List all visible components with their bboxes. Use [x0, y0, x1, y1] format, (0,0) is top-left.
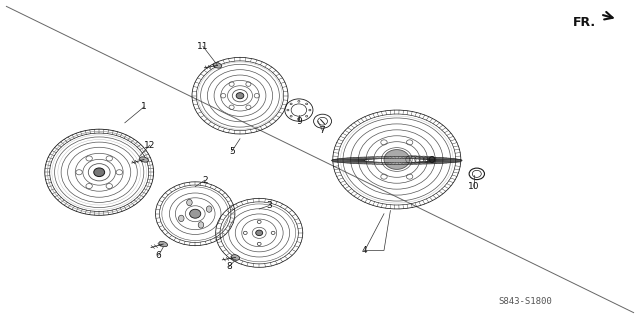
Ellipse shape — [198, 222, 204, 228]
Text: FR.: FR. — [573, 16, 596, 29]
Text: 11: 11 — [197, 42, 209, 51]
Ellipse shape — [384, 150, 410, 169]
Ellipse shape — [232, 255, 239, 260]
Ellipse shape — [140, 157, 148, 162]
Ellipse shape — [429, 157, 435, 162]
Text: S843-S1800: S843-S1800 — [498, 297, 552, 306]
Text: 4: 4 — [362, 246, 367, 255]
Ellipse shape — [94, 168, 105, 177]
Text: 6: 6 — [156, 251, 161, 260]
Ellipse shape — [159, 241, 168, 247]
Text: 3: 3 — [266, 201, 271, 210]
Text: 1: 1 — [141, 102, 147, 111]
Text: 10: 10 — [468, 182, 479, 191]
Text: 7: 7 — [320, 126, 325, 135]
Text: 9: 9 — [296, 117, 301, 126]
Ellipse shape — [189, 209, 201, 218]
Ellipse shape — [214, 63, 221, 68]
Ellipse shape — [256, 230, 262, 236]
Text: 2: 2 — [202, 176, 207, 185]
Text: 5: 5 — [229, 147, 234, 156]
Ellipse shape — [236, 93, 244, 99]
Ellipse shape — [179, 215, 184, 222]
Ellipse shape — [206, 206, 212, 212]
Ellipse shape — [187, 199, 192, 206]
Text: 12: 12 — [144, 141, 156, 150]
Text: 8: 8 — [227, 262, 232, 271]
